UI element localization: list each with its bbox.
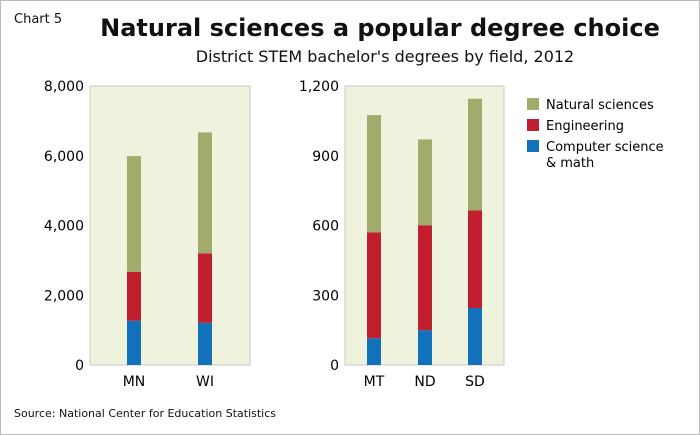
bar-segment [198,132,212,254]
bar-segment [418,330,432,365]
legend-label: & math [546,156,594,171]
y-tick-label: 4,000 [44,219,84,235]
bar-segment [127,156,141,272]
legend-label: Natural sciences [546,98,654,113]
bar-segment [127,271,141,321]
y-tick-label: 0 [330,358,339,374]
legend-label: Engineering [546,119,624,134]
legend-label: Computer science [546,140,664,155]
y-tick-label: 1,200 [299,79,339,95]
bar-segment [127,320,141,365]
y-tick-label: 6,000 [44,149,84,165]
bar-segment [468,98,482,211]
bar-segment [418,139,432,226]
legend-swatch [527,119,539,131]
x-tick-label: SD [465,374,485,390]
bar-segment [367,338,381,365]
legend-swatch [527,98,539,110]
source-note: Source: National Center for Education St… [14,407,277,420]
y-tick-label: 0 [75,358,84,374]
y-tick-label: 600 [312,219,339,235]
bar-segment [198,322,212,365]
bar-segment [367,232,381,339]
chart-title: Natural sciences a popular degree choice [100,14,660,42]
y-tick-label: 300 [312,288,339,304]
y-tick-label: 8,000 [44,79,84,95]
x-tick-label: MT [364,374,385,390]
chart-subtitle: District STEM bachelor's degrees by fiel… [195,47,575,66]
y-tick-label: 900 [312,149,339,165]
x-tick-label: MN [123,374,146,390]
bar-segment [418,225,432,331]
x-tick-label: WI [196,374,214,390]
bar-segment [198,253,212,323]
legend-swatch [527,140,539,152]
y-tick-label: 2,000 [44,288,84,304]
bar-segment [468,210,482,309]
chart-number: Chart 5 [14,12,63,27]
x-tick-label: ND [414,374,435,390]
bar-segment [468,308,482,365]
bar-segment [367,115,381,233]
plot-background [89,85,251,366]
